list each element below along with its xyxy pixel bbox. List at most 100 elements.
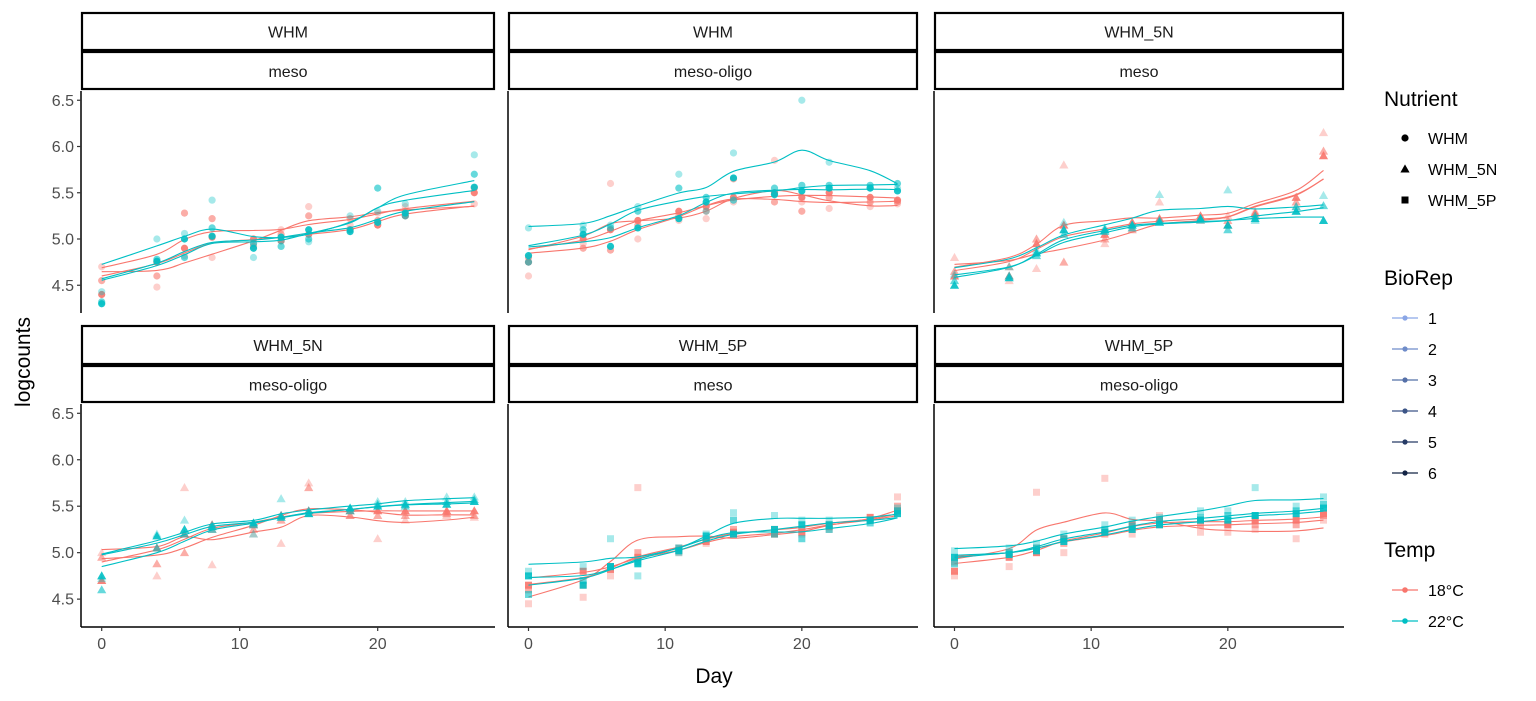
data-point	[305, 235, 313, 243]
data-point	[304, 478, 314, 487]
x-tick-label: 20	[369, 636, 387, 653]
legend-label: 1	[1428, 311, 1437, 328]
panel-6: WHM_5P meso-oligo 0 10 20	[933, 324, 1345, 653]
data-point	[675, 184, 683, 192]
data-point	[893, 187, 902, 195]
data-point	[1031, 264, 1042, 273]
data-point	[469, 506, 479, 515]
data-point	[951, 553, 958, 561]
legend-label: WHM_5P	[1428, 193, 1496, 210]
data-point	[1320, 504, 1327, 512]
data-point	[524, 258, 533, 266]
data-point	[825, 184, 833, 192]
facet-strip-top	[80, 11, 496, 52]
data-point	[1223, 220, 1233, 229]
data-point	[442, 492, 452, 501]
data-point	[1197, 516, 1204, 524]
data-point	[730, 509, 737, 517]
data-point	[1292, 535, 1300, 543]
data-point	[675, 547, 683, 555]
legend-key-point	[1402, 408, 1408, 414]
data-point	[98, 300, 106, 308]
data-point	[634, 549, 642, 557]
smooth-line	[528, 149, 898, 228]
data-point	[1059, 217, 1069, 226]
data-point	[470, 151, 478, 159]
data-point	[729, 174, 738, 182]
data-point	[825, 204, 833, 213]
legend: Nutrient WHM WHM_5N WHM_5P BioRep 1 2 3 4 5 6 Temp 1…	[1384, 88, 1497, 631]
data-point	[524, 252, 533, 260]
data-point	[951, 547, 958, 555]
y-tick-label: 5.0	[52, 232, 74, 249]
data-point	[893, 196, 902, 204]
facet-strip-top-label: WHM_5N	[253, 338, 322, 355]
smooth-line	[954, 178, 1324, 265]
y-tick-label: 6.5	[52, 406, 74, 423]
data-point	[825, 521, 833, 529]
data-point	[1128, 530, 1136, 538]
data-point	[634, 484, 642, 492]
data-point	[208, 232, 216, 240]
facet-strip-top	[507, 11, 919, 52]
data-point	[702, 207, 710, 215]
x-axis-title: Day	[695, 665, 733, 688]
data-point	[1292, 502, 1300, 510]
data-point	[1060, 549, 1068, 557]
data-point	[1060, 538, 1068, 546]
data-point	[1059, 160, 1069, 169]
data-point	[346, 215, 354, 223]
legend-key-circle	[1401, 134, 1409, 142]
legend-key-point	[1402, 315, 1408, 321]
data-point	[1060, 530, 1068, 538]
data-point	[345, 510, 355, 519]
data-point	[305, 226, 313, 234]
facet-strip-bottom-label: meso-oligo	[1100, 378, 1178, 395]
legend-label: 3	[1428, 373, 1437, 390]
data-point	[771, 525, 778, 533]
data-point	[1291, 192, 1301, 201]
data-point	[825, 158, 833, 166]
smooth-line	[101, 497, 475, 555]
data-point	[248, 529, 259, 538]
data-point	[1100, 234, 1110, 243]
y-tick-label: 5.0	[52, 545, 74, 562]
smooth-line	[101, 180, 475, 265]
data-point	[525, 590, 532, 598]
data-point	[702, 532, 710, 540]
y-tick-label: 4.5	[52, 592, 74, 609]
data-point	[1320, 493, 1327, 501]
data-point	[374, 218, 382, 226]
legend-label: WHM_5N	[1428, 162, 1497, 179]
data-point	[1101, 521, 1109, 529]
data-point	[1004, 273, 1014, 282]
data-point	[180, 229, 189, 238]
data-point	[207, 560, 217, 569]
data-point	[770, 198, 779, 206]
legend-label: 4	[1428, 404, 1437, 421]
data-point	[442, 499, 452, 508]
data-point	[400, 510, 410, 519]
data-point	[1197, 521, 1204, 529]
data-point	[276, 512, 286, 521]
data-point	[675, 207, 683, 215]
facet-strip-top-label: WHM_5P	[1105, 338, 1173, 355]
data-point	[606, 179, 615, 188]
data-point	[1033, 547, 1040, 555]
facet-strip-top	[80, 324, 496, 366]
data-point	[400, 515, 410, 524]
panel-2: WHM meso-oligo	[507, 11, 919, 313]
data-point	[634, 224, 642, 232]
data-point	[702, 198, 710, 206]
data-point	[1033, 488, 1040, 496]
data-point	[894, 502, 901, 510]
data-point	[771, 512, 778, 519]
data-point	[1059, 229, 1069, 238]
data-point	[951, 560, 958, 568]
data-point	[894, 510, 901, 518]
data-point	[400, 506, 410, 515]
data-point	[179, 483, 190, 492]
data-point	[1101, 528, 1109, 536]
data-point	[798, 96, 806, 104]
